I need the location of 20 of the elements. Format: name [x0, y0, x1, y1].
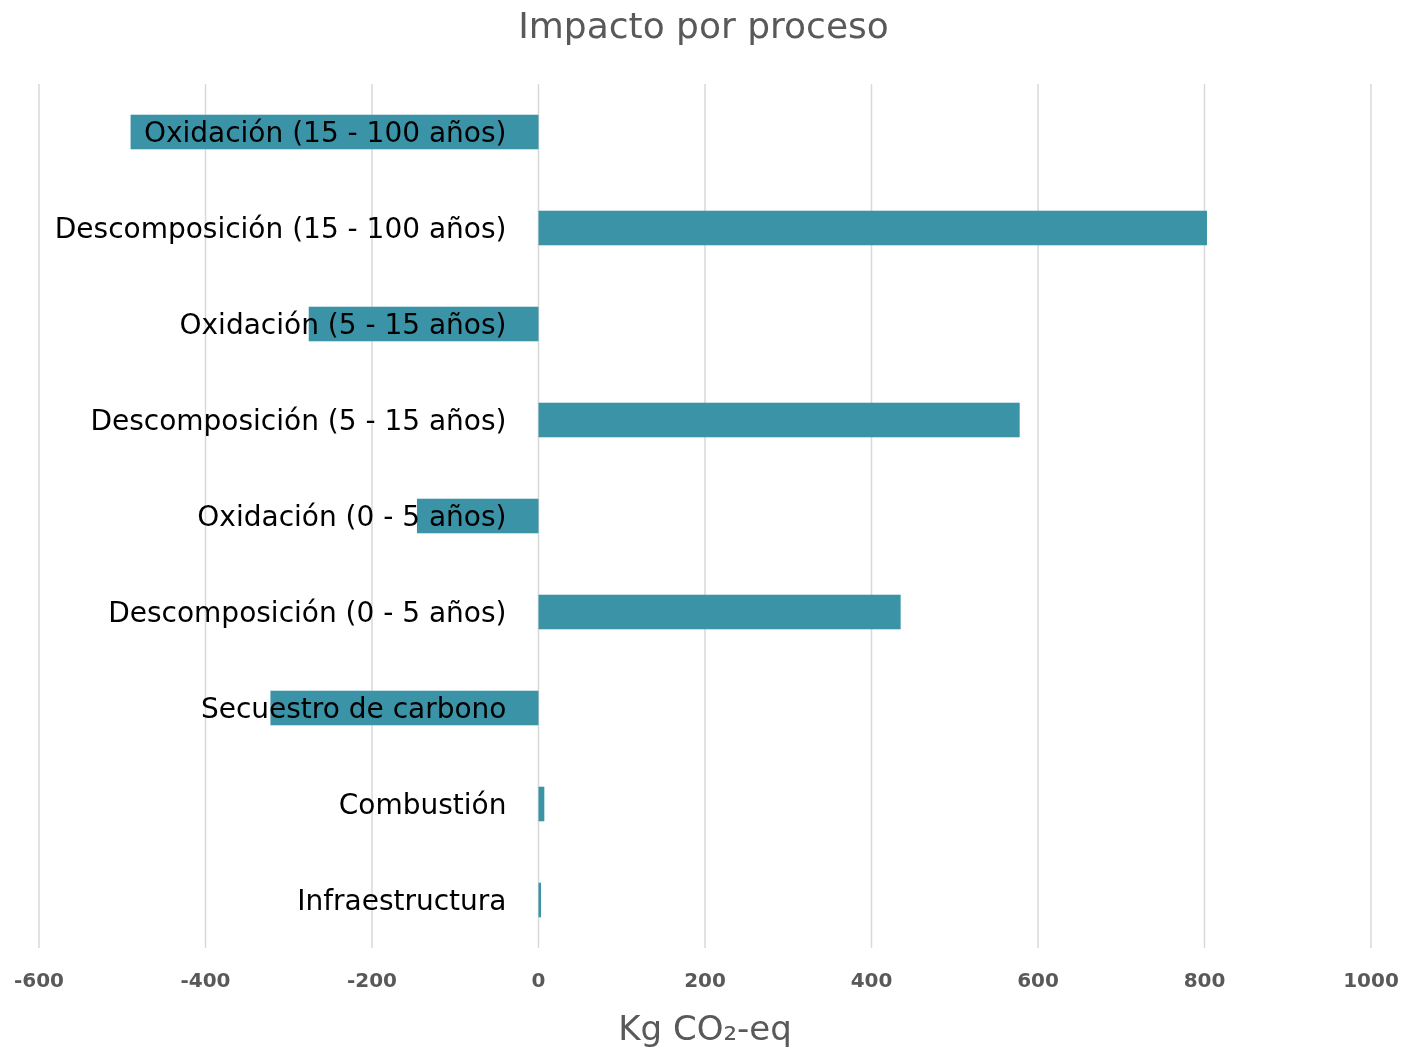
- x-tick-label: 800: [1183, 968, 1226, 992]
- x-tick-label: 200: [684, 968, 726, 992]
- y-tick-label: Infraestructura: [297, 883, 507, 917]
- x-tick-label: 0: [531, 968, 546, 992]
- bar: [538, 402, 1020, 438]
- x-tick-label: 1000: [1343, 968, 1399, 992]
- y-tick-label: Descomposición (5 - 15 años): [90, 403, 507, 437]
- y-tick-label: Combustión: [338, 787, 507, 821]
- x-tick-label: -600: [13, 968, 65, 992]
- y-tick-label: Oxidación (15 - 100 años): [143, 115, 507, 149]
- bar: [538, 210, 1207, 246]
- x-tick-label: 400: [850, 968, 893, 992]
- bar: [538, 594, 901, 630]
- x-tick-label: 600: [1017, 968, 1059, 992]
- y-tick-label: Descomposición (0 - 5 años): [108, 595, 507, 629]
- x-tick-label: -400: [180, 968, 231, 992]
- y-tick-label: Descomposición (15 - 100 años): [54, 211, 507, 245]
- x-tick-label: -200: [346, 968, 398, 992]
- chart-title: Impacto por proceso: [518, 5, 889, 46]
- x-axis-title: Kg CO₂-eq: [618, 1008, 792, 1048]
